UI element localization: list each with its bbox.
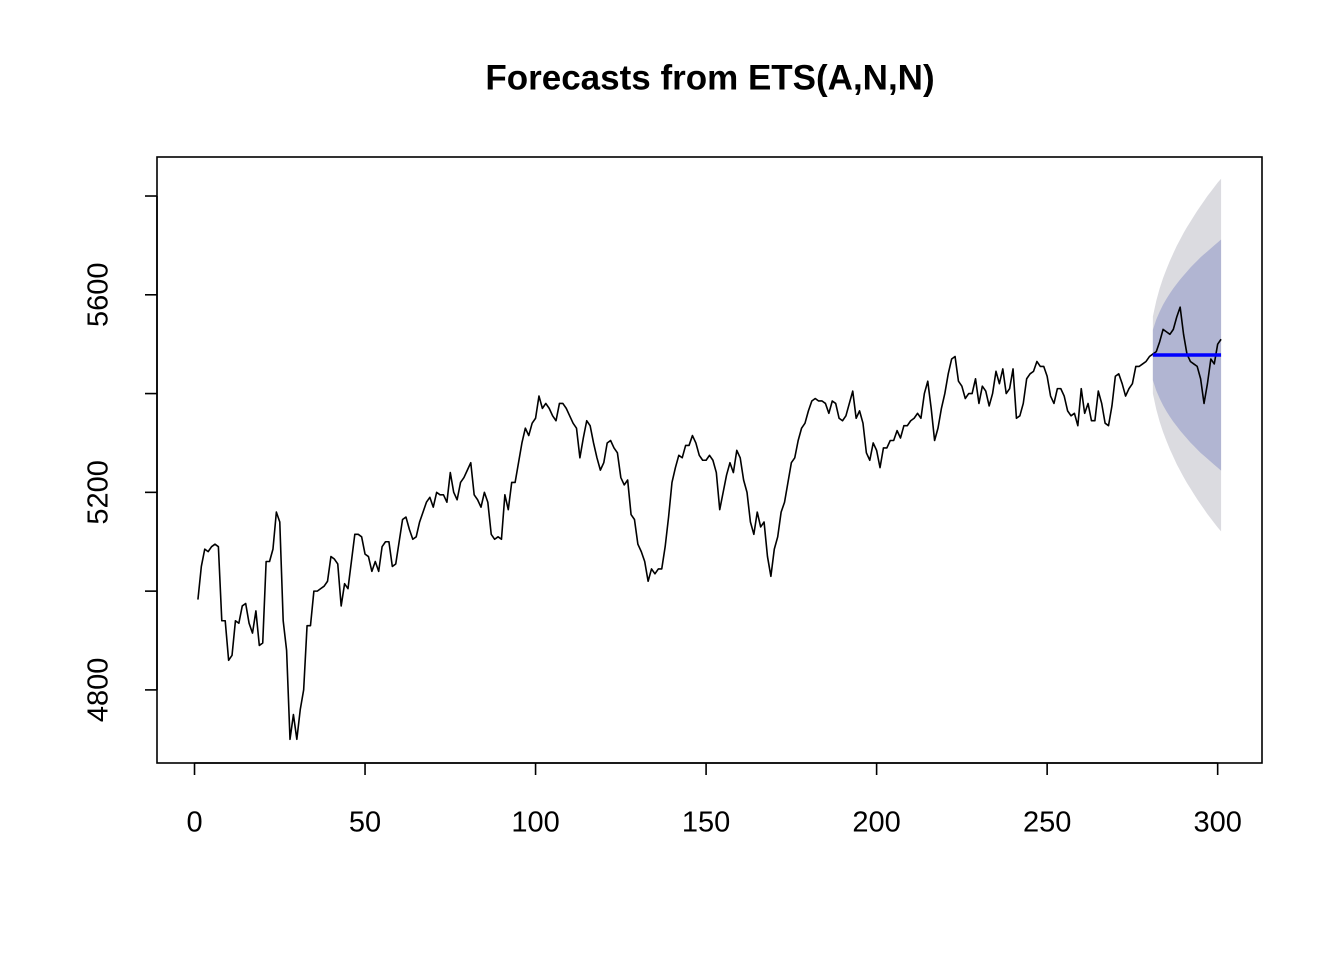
- x-tick-label: 150: [682, 807, 730, 839]
- x-tick-label: 50: [349, 807, 381, 839]
- y-tick-label: 4800: [83, 658, 115, 723]
- chart-title: Forecasts from ETS(A,N,N): [485, 58, 934, 97]
- data-line: [197, 306, 1222, 741]
- x-tick-label: 100: [511, 807, 559, 839]
- x-tick-label: 200: [852, 807, 900, 839]
- x-tick-label: 300: [1193, 807, 1241, 839]
- x-tick-label: 250: [1023, 807, 1071, 839]
- y-tick-label: 5200: [83, 460, 115, 525]
- y-tick-label: 5600: [83, 263, 115, 328]
- plot-frame: [156, 156, 1263, 764]
- x-tick-label: 0: [186, 807, 202, 839]
